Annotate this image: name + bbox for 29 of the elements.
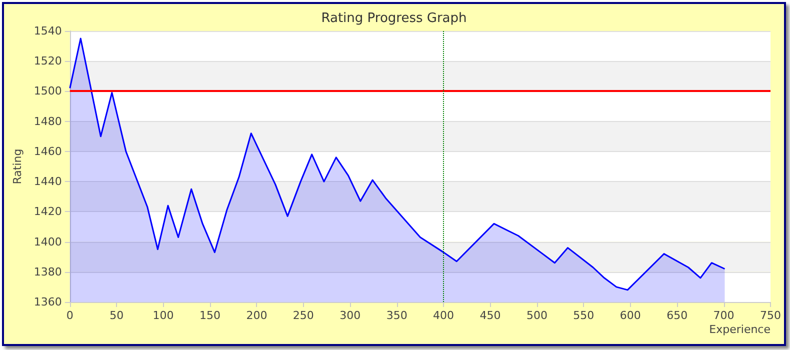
- x-tick-label: 200: [246, 309, 268, 322]
- y-tick-label: 1380: [34, 265, 62, 278]
- x-tick-label: 50: [110, 309, 124, 322]
- y-tick-label: 1360: [34, 296, 62, 308]
- x-tick-label: 700: [713, 309, 734, 322]
- x-tick-label: 650: [666, 309, 688, 322]
- x-tick-label: 400: [433, 309, 454, 322]
- y-tick-label: 1540: [34, 24, 62, 38]
- chart-title: Rating Progress Graph: [321, 11, 467, 26]
- y-tick-label: 1460: [34, 144, 62, 158]
- y-axis-title: Rating: [11, 148, 24, 184]
- y-tick-label: 1420: [34, 205, 62, 218]
- x-tick-label: 350: [386, 309, 408, 322]
- x-tick-label: 300: [340, 309, 361, 322]
- y-tick-label: 1440: [34, 175, 62, 188]
- y-tick-label: 1400: [34, 235, 62, 248]
- y-tick-label: 1520: [34, 54, 62, 68]
- x-tick-label: 600: [620, 309, 641, 322]
- x-tick-label: 550: [573, 309, 594, 322]
- x-tick-label: 0: [66, 309, 74, 322]
- x-tick-label: 100: [152, 309, 174, 322]
- y-tick-label: 1500: [34, 84, 62, 98]
- x-tick-label: 250: [292, 309, 314, 322]
- x-tick-label: 150: [200, 309, 221, 322]
- x-tick-label: 500: [526, 309, 548, 322]
- y-tick-label: 1480: [34, 114, 62, 128]
- x-axis-title: Experience: [709, 323, 771, 336]
- x-tick-label: 450: [480, 309, 501, 322]
- x-tick-label: 750: [760, 309, 781, 322]
